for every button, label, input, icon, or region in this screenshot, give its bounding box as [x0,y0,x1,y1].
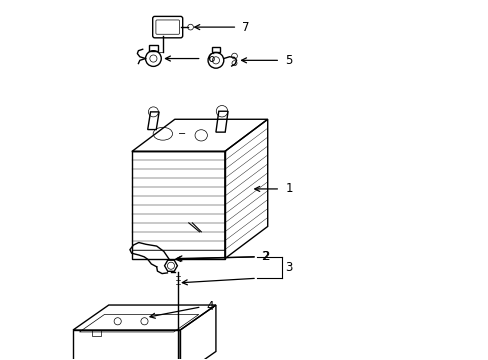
Text: 2: 2 [261,250,268,263]
Text: 6: 6 [206,52,214,65]
Text: 2: 2 [262,250,269,263]
Text: 4: 4 [206,300,214,313]
Text: 3: 3 [285,261,292,274]
Text: −: − [177,129,185,139]
Text: 5: 5 [285,54,292,67]
Text: 7: 7 [242,21,249,33]
Text: 1: 1 [285,183,292,195]
